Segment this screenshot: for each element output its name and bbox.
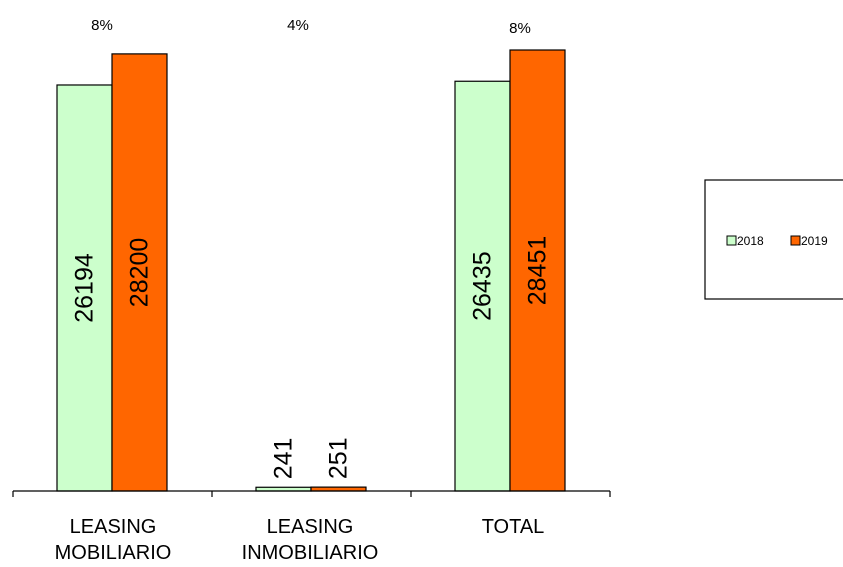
category-label-2-0: TOTAL (482, 516, 545, 538)
category-label-0-1: MOBILIARIO (55, 542, 172, 564)
value-label-2018-1: 241 (270, 438, 298, 480)
value-label-2019-2: 28451 (524, 236, 552, 306)
category-label-1-0: LEASING (267, 516, 354, 538)
growth-label-0: 8% (91, 17, 113, 34)
bar-2018-2 (454, 80, 511, 492)
category-label-0-0: LEASING (70, 516, 157, 538)
bar-2019-2 (509, 49, 566, 492)
x-axis: LEASING MOBILIARIO LEASING INMOBILIARIO TOTA… (12, 490, 611, 564)
value-label-2019-1: 251 (325, 437, 353, 479)
bar-2019-0 (111, 53, 168, 492)
value-label-2018-0: 26194 (71, 253, 99, 323)
legend-label-2019: 2019 (801, 234, 828, 248)
legend-swatch-2019 (790, 235, 801, 246)
labels-layer: 26194 28200 8% 241 251 4% 26435 28451 8% (71, 17, 552, 479)
legend: 2018 2019 (704, 179, 843, 300)
value-label-2018-2: 26435 (469, 251, 497, 321)
legend-swatch-2018 (726, 235, 737, 246)
growth-label-2: 8% (509, 20, 531, 37)
legend-label-2018: 2018 (737, 234, 764, 248)
value-label-2019-0: 28200 (126, 238, 154, 308)
bar-2018-0 (56, 84, 113, 492)
category-label-1-1: INMOBILIARIO (242, 542, 379, 564)
bars-layer (56, 49, 566, 492)
growth-label-1: 4% (287, 17, 309, 34)
